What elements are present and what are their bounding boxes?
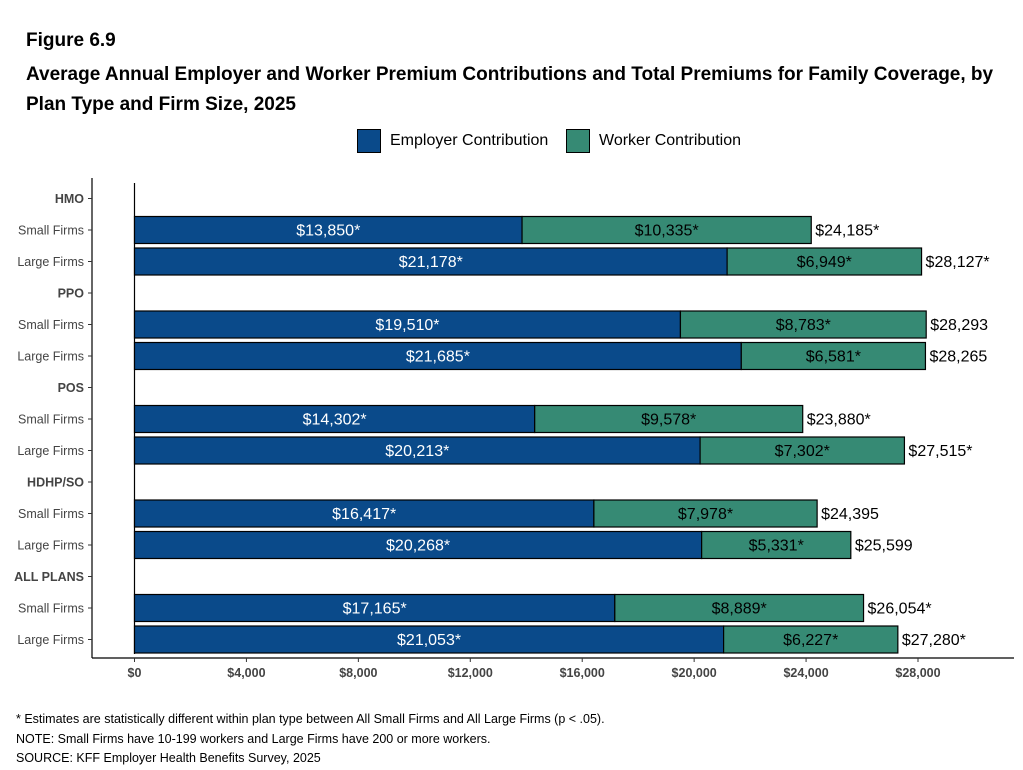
bar-worker	[701, 530, 852, 560]
legend-item-employer: Employer Contribution	[357, 126, 548, 156]
y-tick-label: Small Firms	[18, 507, 84, 521]
bar-employer	[133, 593, 616, 623]
label-employer: $21,053*	[397, 632, 461, 649]
label-employer: $17,165*	[343, 601, 407, 618]
label-total: $28,127*	[926, 254, 990, 271]
legend: Employer Contribution Worker Contributio…	[0, 126, 1023, 156]
label-total: $28,293	[930, 317, 988, 334]
bar-worker	[679, 310, 927, 339]
bar-employer	[133, 625, 725, 654]
significance-note: * Estimates are statistically different …	[16, 712, 605, 726]
x-tick-label: $24,000	[783, 666, 828, 680]
x-tick-label: $0	[128, 666, 142, 680]
label-employer: $13,850*	[296, 223, 360, 240]
y-group-label: ALL PLANS	[14, 570, 84, 584]
figure-label: Figure 6.9	[26, 30, 116, 51]
legend-item-worker: Worker Contribution	[566, 126, 741, 156]
label-worker: $6,581*	[806, 349, 861, 366]
label-total: $23,880*	[807, 412, 871, 429]
label-worker: $10,335*	[635, 223, 699, 240]
label-worker: $7,302*	[775, 443, 830, 460]
label-employer: $19,510*	[375, 317, 439, 334]
bar-chart: HMO Small Firms $13,850* $10,335* $24,185* La…	[14, 178, 1014, 680]
bar-employer	[133, 341, 742, 371]
bar-employer	[133, 499, 595, 528]
y-tick-label: Large Firms	[17, 444, 84, 458]
label-total: $26,054*	[868, 601, 932, 618]
y-group-label: PPO	[58, 287, 85, 301]
y-tick-label: Small Firms	[18, 413, 84, 427]
y-tick-label: Large Firms	[17, 633, 84, 647]
y-group-label: HMO	[55, 192, 84, 206]
label-employer: $20,213*	[385, 443, 449, 460]
notes: * Estimates are statistically different …	[16, 710, 605, 769]
legend-label-worker: Worker Contribution	[599, 132, 741, 149]
bar-worker	[699, 436, 906, 465]
x-tick-label: $16,000	[560, 666, 605, 680]
bar-worker	[521, 215, 812, 245]
label-total: $24,185*	[815, 223, 879, 240]
label-total: $28,265	[929, 349, 987, 366]
bar-worker	[723, 625, 899, 654]
bar-employer	[133, 436, 701, 465]
y-tick-label: Large Firms	[17, 255, 84, 269]
x-tick-label: $28,000	[895, 666, 940, 680]
label-worker: $5,331*	[749, 538, 804, 555]
bar-worker	[593, 499, 818, 528]
label-total: $27,515*	[908, 443, 972, 460]
source-note: SOURCE: KFF Employer Health Benefits Sur…	[16, 751, 321, 765]
y-tick-label: Small Firms	[18, 318, 84, 332]
y-tick-label: Small Firms	[18, 224, 84, 238]
label-employer: $14,302*	[303, 412, 367, 429]
legend-swatch-worker	[566, 129, 590, 153]
x-tick-label: $12,000	[448, 666, 493, 680]
label-total: $25,599	[855, 538, 913, 555]
x-tick-label: $8,000	[339, 666, 377, 680]
label-employer: $20,268*	[386, 538, 450, 555]
label-employer: $21,685*	[406, 349, 470, 366]
label-worker: $7,978*	[678, 506, 733, 523]
bar-worker	[740, 341, 927, 371]
label-employer: $21,178*	[399, 254, 463, 271]
label-worker: $8,783*	[776, 317, 831, 334]
label-total: $27,280*	[902, 632, 966, 649]
chart-title: Average Annual Employer and Worker Premi…	[26, 64, 994, 115]
bar-employer	[133, 530, 703, 560]
label-worker: $6,949*	[797, 254, 852, 271]
x-tick-label: $20,000	[672, 666, 717, 680]
bar-worker	[726, 247, 923, 276]
legend-swatch-employer	[357, 129, 381, 153]
size-note: NOTE: Small Firms have 10-199 workers an…	[16, 731, 491, 746]
bar-employer	[133, 247, 728, 276]
y-group-label: POS	[58, 381, 84, 395]
y-tick-label: Large Firms	[17, 539, 84, 553]
y-tick-label: Small Firms	[18, 602, 84, 616]
label-total: $24,395	[821, 506, 879, 523]
x-tick-label: $4,000	[227, 666, 265, 680]
bar-worker	[614, 593, 865, 623]
bar-employer	[133, 215, 523, 245]
bar-employer	[133, 404, 536, 434]
y-group-label: HDHP/SO	[27, 476, 84, 490]
label-worker: $8,889*	[712, 601, 767, 618]
label-worker: $9,578*	[641, 412, 696, 429]
label-employer: $16,417*	[332, 506, 396, 523]
label-worker: $6,227*	[783, 632, 838, 649]
legend-label-employer: Employer Contribution	[390, 132, 549, 149]
bar-worker	[534, 404, 804, 434]
y-tick-label: Large Firms	[17, 350, 84, 364]
